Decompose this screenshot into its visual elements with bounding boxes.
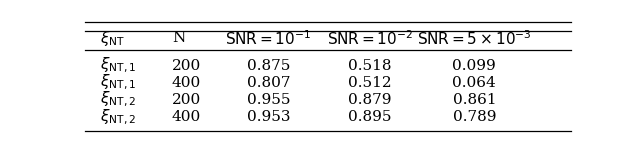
Text: 0.512: 0.512 bbox=[348, 76, 392, 90]
Text: 0.861: 0.861 bbox=[452, 93, 496, 107]
Text: 0.895: 0.895 bbox=[348, 110, 392, 124]
Text: $\mathrm{SNR}=5 \times 10^{-3}$: $\mathrm{SNR}=5 \times 10^{-3}$ bbox=[417, 29, 532, 48]
Text: 0.879: 0.879 bbox=[348, 93, 392, 107]
Text: 0.064: 0.064 bbox=[452, 76, 496, 90]
Text: 200: 200 bbox=[172, 93, 201, 107]
Text: $\xi_{\mathrm{NT}}$: $\xi_{\mathrm{NT}}$ bbox=[100, 29, 125, 48]
Text: $\mathrm{SNR}=10^{-2}$: $\mathrm{SNR}=10^{-2}$ bbox=[327, 29, 413, 48]
Text: $\xi_{\mathrm{NT,2}}$: $\xi_{\mathrm{NT,2}}$ bbox=[100, 107, 136, 127]
Text: $\xi_{\mathrm{NT,2}}$: $\xi_{\mathrm{NT,2}}$ bbox=[100, 90, 136, 110]
Text: 400: 400 bbox=[172, 110, 201, 124]
Text: 0.789: 0.789 bbox=[452, 110, 496, 124]
Text: 0.875: 0.875 bbox=[247, 59, 290, 73]
Text: 0.518: 0.518 bbox=[348, 59, 392, 73]
Text: N: N bbox=[172, 31, 185, 45]
Text: 400: 400 bbox=[172, 76, 201, 90]
Text: $\mathrm{SNR}=10^{-1}$: $\mathrm{SNR}=10^{-1}$ bbox=[225, 29, 312, 48]
Text: 0.953: 0.953 bbox=[247, 110, 290, 124]
Text: 0.807: 0.807 bbox=[247, 76, 290, 90]
Text: 0.955: 0.955 bbox=[247, 93, 290, 107]
Text: 0.099: 0.099 bbox=[452, 59, 496, 73]
Text: 200: 200 bbox=[172, 59, 201, 73]
Text: $\xi_{\mathrm{NT,1}}$: $\xi_{\mathrm{NT,1}}$ bbox=[100, 73, 136, 92]
Text: $\xi_{\mathrm{NT,1}}$: $\xi_{\mathrm{NT,1}}$ bbox=[100, 56, 136, 75]
